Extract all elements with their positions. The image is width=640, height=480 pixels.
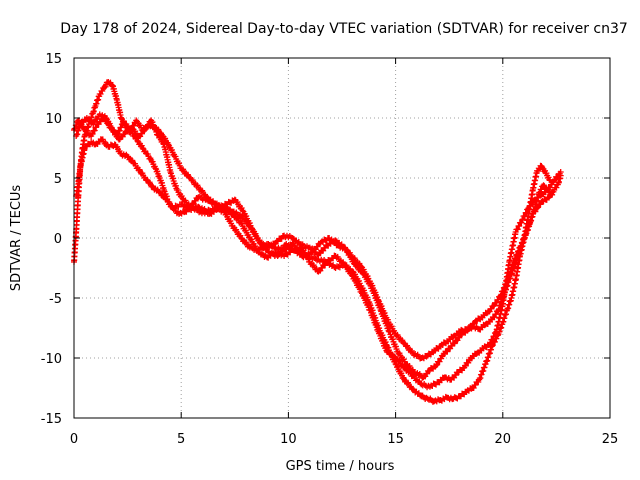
axis-ticks: 0 5 10 15 20 25 -15 -10 -5 0 5 10 15 <box>41 52 619 447</box>
x-tick-label: 0 <box>70 432 78 447</box>
x-tick-label: 5 <box>177 432 185 447</box>
y-tick-label: -10 <box>41 352 62 367</box>
y-tick-label: 10 <box>45 112 62 127</box>
data-points <box>71 79 564 405</box>
y-tick-label: -5 <box>49 292 62 307</box>
y-tick-label: 15 <box>45 52 62 67</box>
series-track-d <box>73 111 556 381</box>
chart-title: Day 178 of 2024, Sidereal Day-to-day VTE… <box>60 21 628 37</box>
y-axis-label: SDTVAR / TECUs <box>9 185 24 292</box>
y-tick-label: 5 <box>54 172 62 187</box>
x-tick-label: 15 <box>387 432 404 447</box>
y-tick-label: 0 <box>54 232 62 247</box>
x-axis-label: GPS time / hours <box>286 459 395 474</box>
data-point-markers <box>73 136 564 391</box>
grid-lines <box>74 58 610 418</box>
series-track-b <box>73 136 564 391</box>
y-tick-label: -15 <box>41 412 62 427</box>
x-tick-label: 25 <box>602 432 619 447</box>
data-point-markers <box>73 111 556 381</box>
x-tick-label: 20 <box>495 432 512 447</box>
x-tick-label: 10 <box>280 432 297 447</box>
